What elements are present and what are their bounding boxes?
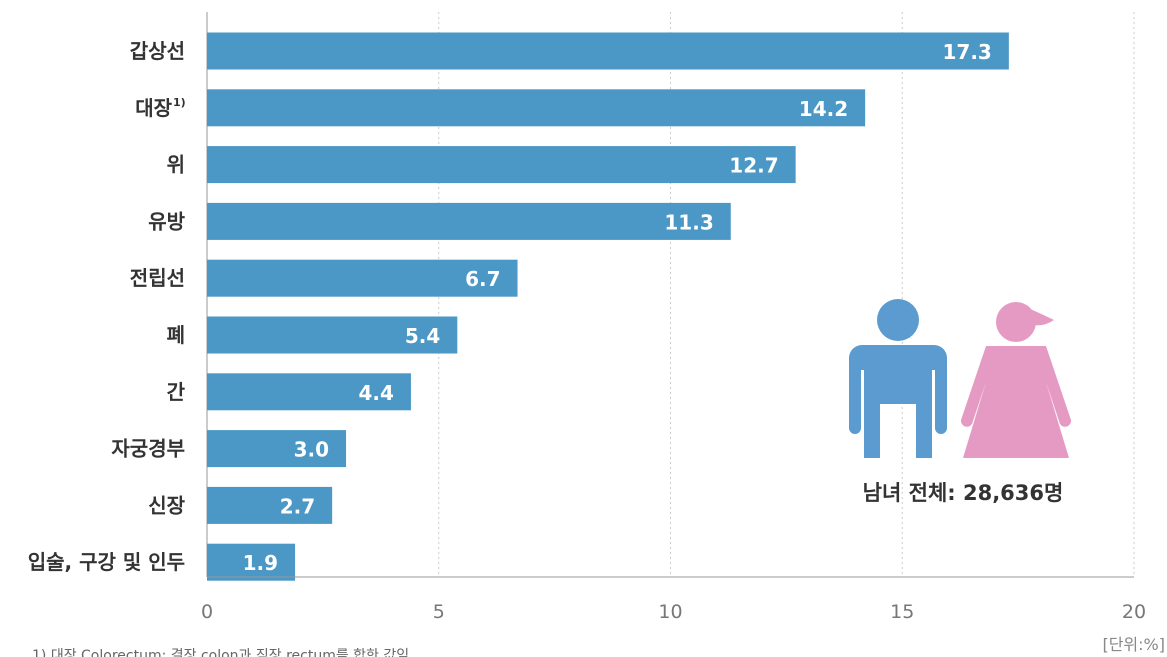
category-label: 대장 [135,96,172,120]
bar [207,316,458,354]
bar [207,543,296,581]
category-label: 유방 [148,209,185,233]
bar [207,486,333,524]
value-label: 3.0 [294,438,329,462]
bar [207,89,866,127]
bar [207,430,347,468]
value-labels: 17.3 14.2 12.7 11.3 6.7 5.4 4.4 3.0 2.7 1.9 [243,40,992,575]
female-person-icon [960,302,1072,458]
category-label: 폐 [167,323,185,347]
category-label: 입술, 구강 및 인두 [28,550,185,574]
unit-label: [단위:%] [1102,635,1165,654]
category-footnote-marker: 1) [173,96,186,109]
category-label: 신장 [148,493,185,517]
category-label: 자궁경부 [111,437,185,461]
value-label: 1.9 [243,551,278,575]
value-label: 12.7 [729,154,778,178]
category-label: 갑상선 [130,39,185,63]
value-label: 6.7 [465,267,500,291]
bar [207,373,411,411]
male-person-icon [849,299,947,458]
value-label: 4.4 [359,381,394,405]
total-count-label: 남녀 전체: 28,636명 [863,481,1064,505]
x-axis-ticks: 0 5 10 15 20 [201,601,1146,623]
category-label: 위 [167,153,185,177]
x-tick-label: 5 [433,601,445,623]
bar [207,32,1009,70]
x-tick-label: 10 [658,601,682,623]
bar [207,146,796,184]
category-label: 간 [167,380,186,404]
bar [207,202,731,240]
bar [207,259,518,297]
value-label: 17.3 [942,40,991,64]
footnote: 1) 대장 Colorectum: 결장 colon과 직장 rectum를 합… [32,648,409,657]
value-label: 11.3 [664,210,713,234]
category-label: 전립선 [130,266,185,290]
x-tick-label: 20 [1122,601,1146,623]
x-tick-label: 15 [890,601,914,623]
x-tick-label: 0 [201,601,213,623]
value-label: 2.7 [280,494,315,518]
bars [207,32,1009,581]
value-label: 5.4 [405,324,440,348]
value-label: 14.2 [799,97,848,121]
